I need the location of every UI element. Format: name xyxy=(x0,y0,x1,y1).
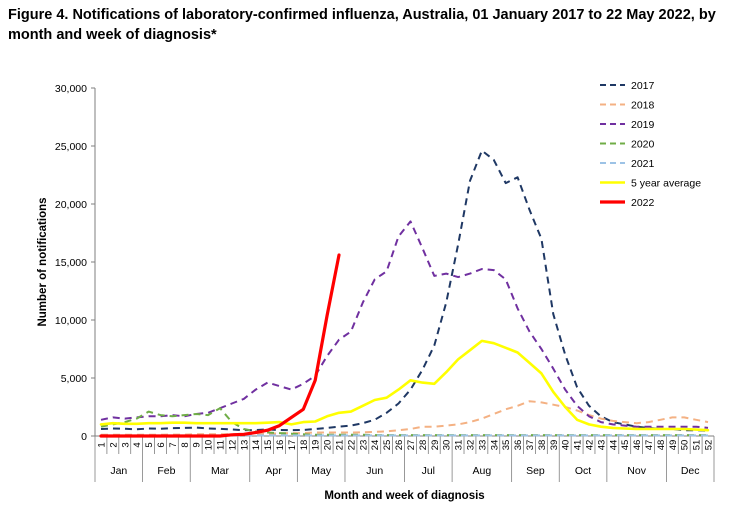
x-week-label: 39 xyxy=(549,440,560,451)
x-week-label: 15 xyxy=(263,440,274,451)
x-week-label: 42 xyxy=(585,440,596,451)
x-week-label: 24 xyxy=(370,440,381,451)
x-week-label: 43 xyxy=(596,440,607,451)
x-week-label: 33 xyxy=(477,440,488,451)
x-month-label: Jan xyxy=(110,465,127,477)
x-week-label: 19 xyxy=(311,440,322,451)
x-month-label: Feb xyxy=(157,465,175,477)
x-week-label: 41 xyxy=(573,440,584,451)
x-month-label: Aug xyxy=(473,465,492,477)
x-week-label: 35 xyxy=(501,440,512,451)
x-week-label: 27 xyxy=(406,440,417,451)
x-week-label: 10 xyxy=(204,440,215,451)
x-week-label: 47 xyxy=(644,440,655,451)
x-month-label: Jul xyxy=(422,465,435,477)
y-tick-label: 20,000 xyxy=(55,199,87,211)
x-week-label: 16 xyxy=(275,440,286,451)
y-tick-label: 5,000 xyxy=(61,373,87,385)
x-week-label: 23 xyxy=(358,440,369,451)
x-week-label: 37 xyxy=(525,440,536,451)
x-week-label: 30 xyxy=(442,440,453,451)
x-week-label: 29 xyxy=(430,440,441,451)
legend-label-2018: 2018 xyxy=(631,100,655,112)
legend-label-2022: 2022 xyxy=(631,197,655,209)
x-week-label: 40 xyxy=(561,440,572,451)
x-week-label: 38 xyxy=(537,440,548,451)
x-week-label: 11 xyxy=(215,440,226,450)
y-tick-label: 30,000 xyxy=(55,83,87,95)
legend-label-5-year-average: 5 year average xyxy=(631,178,701,190)
chart-title: Figure 4. Notifications of laboratory-co… xyxy=(8,7,716,43)
x-week-label: 50 xyxy=(680,440,691,451)
series-line-5-year-average xyxy=(99,339,710,432)
x-week-label: 51 xyxy=(692,440,703,451)
legend-label-2017: 2017 xyxy=(631,80,655,92)
y-tick-label: 0 xyxy=(81,431,87,443)
x-week-label: 25 xyxy=(382,440,393,451)
x-month-label: Dec xyxy=(681,465,700,477)
x-week-label: 5 xyxy=(144,442,155,447)
y-tick-label: 25,000 xyxy=(55,141,87,153)
x-week-label: 2 xyxy=(108,442,119,447)
x-week-label: 44 xyxy=(608,440,619,451)
x-week-label: 3 xyxy=(120,442,131,447)
x-week-label: 21 xyxy=(335,440,346,451)
x-month-label: Nov xyxy=(627,465,646,477)
x-week-label: 28 xyxy=(418,440,429,451)
x-month-label: May xyxy=(311,465,332,477)
x-week-label: 17 xyxy=(287,440,298,451)
x-week-label: 48 xyxy=(656,440,667,451)
y-axis-label: Number of notifications xyxy=(37,197,49,326)
x-month-label: Sep xyxy=(526,465,545,477)
legend-label-2019: 2019 xyxy=(631,119,655,131)
x-week-label: 31 xyxy=(454,440,465,451)
x-week-label: 4 xyxy=(132,442,143,447)
x-week-label: 12 xyxy=(227,440,238,451)
x-week-label: 8 xyxy=(180,442,191,447)
series-line-2019 xyxy=(100,220,709,429)
x-week-label: 6 xyxy=(156,442,167,447)
x-week-label: 34 xyxy=(489,440,500,451)
x-week-label: 7 xyxy=(168,442,179,447)
y-tick-label: 10,000 xyxy=(55,315,87,327)
series-line-2022 xyxy=(99,253,341,438)
legend-label-2020: 2020 xyxy=(631,139,655,151)
x-week-label: 22 xyxy=(346,440,357,451)
x-week-label: 1 xyxy=(96,442,107,447)
x-week-label: 32 xyxy=(465,440,476,451)
x-axis-label: Month and week of diagnosis xyxy=(324,490,484,502)
x-week-label: 20 xyxy=(323,440,334,451)
x-week-label: 13 xyxy=(239,440,250,451)
series-line-2018 xyxy=(101,400,709,436)
x-month-label: Mar xyxy=(211,465,230,477)
x-month-label: Apr xyxy=(265,465,282,477)
x-week-label: 36 xyxy=(513,440,524,451)
x-week-label: 18 xyxy=(299,440,310,451)
series-line-2017 xyxy=(100,149,709,432)
x-month-label: Oct xyxy=(575,465,591,477)
x-week-label: 14 xyxy=(251,440,262,451)
legend-label-2021: 2021 xyxy=(631,158,655,170)
x-week-label: 52 xyxy=(704,440,715,451)
x-week-label: 45 xyxy=(620,440,631,451)
y-tick-label: 15,000 xyxy=(55,257,87,269)
x-week-label: 9 xyxy=(192,442,203,447)
x-week-label: 49 xyxy=(668,440,679,451)
x-week-label: 46 xyxy=(632,440,643,451)
x-month-label: Jun xyxy=(366,465,383,477)
x-week-label: 26 xyxy=(394,440,405,451)
